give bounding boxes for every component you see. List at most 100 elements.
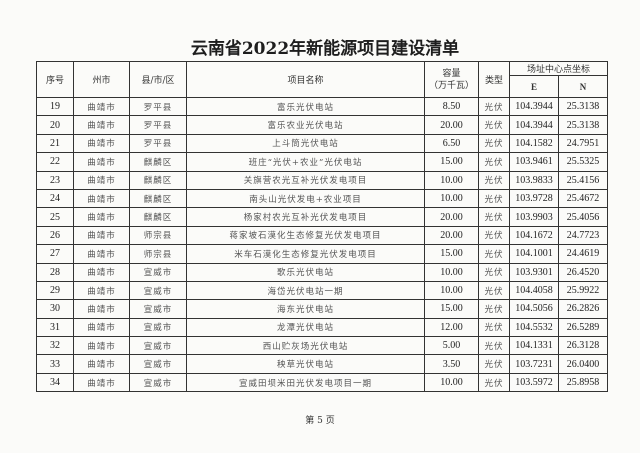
cell-n: 25.5325 [558, 152, 608, 172]
cell-seq: 31 [36, 317, 74, 338]
cell-prefecture: 曲靖市 [73, 299, 130, 319]
cell-e: 104.4058 [509, 280, 559, 301]
cell-type: 光伏 [478, 262, 510, 282]
cell-county: 罗平县 [129, 133, 187, 154]
cell-capacity: 5.00 [424, 336, 479, 356]
cell-project: 富乐农业光伏电站 [186, 115, 425, 135]
cell-project: 龙潭光伏电站 [186, 317, 425, 338]
header-e: E [509, 75, 559, 98]
cell-project: 蒋家坡石漠化生态修复光伏发电项目 [186, 225, 425, 246]
cell-county: 宣威市 [129, 280, 187, 301]
cell-n: 25.4056 [558, 207, 608, 227]
header-n: N [558, 75, 608, 98]
cell-seq: 29 [36, 280, 74, 301]
cell-county: 罗平县 [129, 96, 187, 117]
cell-project: 富乐光伏电站 [186, 96, 425, 117]
cell-type: 光伏 [478, 133, 510, 154]
cell-capacity: 10.00 [424, 188, 479, 209]
cell-county: 宣威市 [129, 317, 187, 338]
cell-project: 南头山光伏发电+农业项目 [186, 188, 425, 209]
cell-county: 师宗县 [129, 244, 187, 264]
cell-seq: 30 [36, 299, 74, 319]
cell-project: 班庄“光伏+农业”光伏电站 [186, 152, 425, 172]
table-row: 29 曲靖市 宣威市 海岱光伏电站一期 10.00 光伏 104.4058 25.9922 [36, 280, 608, 301]
cell-prefecture: 曲靖市 [73, 244, 130, 264]
table-row: 28 曲靖市 宣威市 歌乐光伏电站 10.00 光伏 103.9301 26.4520 [36, 262, 608, 282]
cell-type: 光伏 [478, 115, 510, 135]
cell-prefecture: 曲靖市 [73, 96, 130, 117]
cell-project: 秧草光伏电站 [186, 354, 425, 374]
cell-type: 光伏 [478, 280, 510, 301]
cell-type: 光伏 [478, 152, 510, 172]
cell-seq: 24 [36, 188, 74, 209]
cell-prefecture: 曲靖市 [73, 170, 130, 190]
cell-prefecture: 曲靖市 [73, 354, 130, 374]
cell-capacity: 10.00 [424, 280, 479, 301]
header-coord-group: 场址中心点坐标 [509, 61, 608, 76]
table-row: 25 曲靖市 麒麟区 杨家村农光互补光伏发电项目 20.00 光伏 103.9903 25.4… [36, 207, 608, 227]
cell-seq: 19 [36, 96, 74, 117]
cell-n: 25.4156 [558, 170, 608, 190]
cell-project: 海岱光伏电站一期 [186, 280, 425, 301]
table-row: 34 曲靖市 宣威市 宣威田坝米田光伏发电项目一期 10.00 光伏 103.5972 25.… [36, 372, 608, 393]
cell-n: 24.4619 [558, 244, 608, 264]
header-seq: 序号 [36, 61, 74, 98]
cell-project: 海东光伏电站 [186, 299, 425, 319]
header-project: 项目名称 [186, 61, 425, 98]
cell-capacity: 10.00 [424, 170, 479, 190]
cell-capacity: 3.50 [424, 354, 479, 374]
cell-prefecture: 曲靖市 [73, 372, 130, 393]
cell-e: 104.1001 [509, 244, 559, 264]
cell-type: 光伏 [478, 244, 510, 264]
cell-project: 上斗筒光伏电站 [186, 133, 425, 154]
cell-capacity: 20.00 [424, 207, 479, 227]
cell-e: 104.1672 [509, 225, 559, 246]
cell-capacity: 12.00 [424, 317, 479, 338]
cell-e: 103.9301 [509, 262, 559, 282]
cell-project: 米车石漠化生态修复光伏发电项目 [186, 244, 425, 264]
cell-county: 麒麟区 [129, 207, 187, 227]
cell-seq: 21 [36, 133, 74, 154]
cell-seq: 22 [36, 152, 74, 172]
cell-type: 光伏 [478, 188, 510, 209]
cell-type: 光伏 [478, 317, 510, 338]
cell-seq: 26 [36, 225, 74, 246]
cell-prefecture: 曲靖市 [73, 280, 130, 301]
table-row: 33 曲靖市 宣威市 秧草光伏电站 3.50 光伏 103.7231 26.0400 [36, 354, 608, 374]
cell-e: 103.9903 [509, 207, 559, 227]
cell-county: 宣威市 [129, 354, 187, 374]
cell-project: 宣威田坝米田光伏发电项目一期 [186, 372, 425, 393]
cell-prefecture: 曲靖市 [73, 336, 130, 356]
cell-prefecture: 曲靖市 [73, 225, 130, 246]
cell-e: 103.9461 [509, 152, 559, 172]
cell-seq: 27 [36, 244, 74, 264]
cell-project: 西山贮灰场光伏电站 [186, 336, 425, 356]
cell-prefecture: 曲靖市 [73, 115, 130, 135]
cell-prefecture: 曲靖市 [73, 207, 130, 227]
cell-type: 光伏 [478, 299, 510, 319]
cell-seq: 20 [36, 115, 74, 135]
cell-type: 光伏 [478, 372, 510, 393]
cell-county: 麒麟区 [129, 188, 187, 209]
cell-n: 26.4520 [558, 262, 608, 282]
cell-seq: 28 [36, 262, 74, 282]
cell-e: 104.3944 [509, 96, 559, 117]
header-county: 县/市/区 [129, 61, 187, 98]
cell-n: 25.3138 [558, 96, 608, 117]
cell-county: 麒麟区 [129, 170, 187, 190]
cell-n: 25.9922 [558, 280, 608, 301]
cell-type: 光伏 [478, 96, 510, 117]
cell-prefecture: 曲靖市 [73, 188, 130, 209]
cell-type: 光伏 [478, 354, 510, 374]
table-row: 24 曲靖市 麒麟区 南头山光伏发电+农业项目 10.00 光伏 103.9728 25.46… [36, 188, 608, 209]
cell-seq: 33 [36, 354, 74, 374]
cell-capacity: 15.00 [424, 244, 479, 264]
cell-n: 25.8958 [558, 372, 608, 393]
table-row: 23 曲靖市 麒麟区 关旗营农光互补光伏发电项目 10.00 光伏 103.9833 25.4… [36, 170, 608, 190]
cell-county: 宣威市 [129, 336, 187, 356]
cell-prefecture: 曲靖市 [73, 317, 130, 338]
cell-e: 103.9833 [509, 170, 559, 190]
cell-n: 26.5289 [558, 317, 608, 338]
cell-e: 103.9728 [509, 188, 559, 209]
table-row: 30 曲靖市 宣威市 海东光伏电站 15.00 光伏 104.5056 26.2826 [36, 299, 608, 319]
